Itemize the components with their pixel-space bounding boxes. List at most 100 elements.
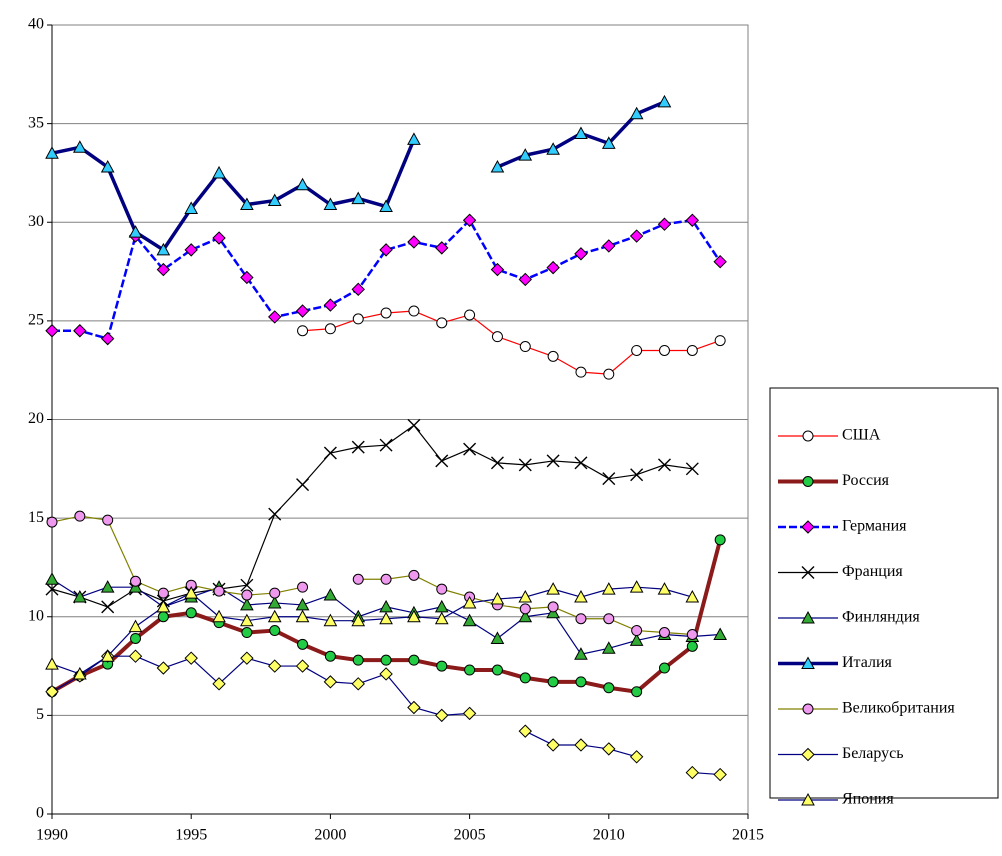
marker [45,572,59,585]
marker [657,94,672,108]
marker [380,573,392,585]
legend-item: США [778,427,881,444]
marker [296,478,310,492]
marker [100,331,115,346]
marker [462,613,477,627]
marker [603,682,615,694]
marker [156,242,171,256]
marker [380,654,392,666]
marker [464,309,476,321]
marker [157,611,169,623]
marker [574,456,588,470]
marker [240,578,254,592]
legend-marker [801,792,815,806]
marker [100,580,115,593]
marker [435,241,449,255]
marker [518,272,532,287]
legend-label: Беларусь [842,745,904,762]
marker [352,313,364,325]
marker [713,767,727,782]
marker [518,458,532,472]
marker [72,140,87,153]
marker [629,106,644,120]
marker [45,582,59,596]
marker [546,142,560,155]
marker [713,254,727,269]
marker [434,611,449,625]
marker [184,243,198,257]
y-tick-label: 20 [28,410,44,427]
marker [436,583,448,595]
marker [575,613,587,625]
marker [518,589,533,603]
marker [240,197,254,210]
marker [574,126,588,139]
x-tick-label: 2000 [314,827,346,844]
marker [324,323,336,335]
marker [269,625,281,637]
marker [407,132,421,145]
marker [212,677,226,691]
marker [547,350,559,362]
marker [629,580,644,593]
marker [436,317,448,329]
marker [240,651,254,665]
marker [379,243,393,257]
marker [547,601,559,613]
marker [128,225,143,238]
marker [685,765,700,780]
marker [72,666,87,680]
marker [630,468,644,482]
marker [185,607,197,619]
marker [100,649,115,662]
marker [241,627,253,639]
legend-marker [802,430,814,442]
marker [46,516,58,528]
marker [324,650,336,662]
marker [519,603,531,615]
marker [490,262,505,277]
marker [602,742,616,756]
marker [657,217,672,231]
marker [240,270,254,285]
marker [323,613,338,627]
marker [462,595,477,609]
x-tick-label: 2010 [593,827,625,844]
marker [546,582,560,595]
y-tick-label: 25 [28,312,44,329]
marker [546,738,560,752]
marker [157,587,169,599]
marker [74,510,86,522]
marker [491,664,503,676]
marker [156,599,171,613]
marker [407,235,421,249]
marker [518,724,532,738]
marker [130,575,142,587]
marker [295,659,310,673]
marker [657,582,672,595]
legend-label: Россия [842,472,890,489]
marker [407,700,421,715]
y-tick-label: 15 [28,509,44,526]
legend-label: Франция [842,563,903,580]
marker [268,659,282,673]
marker [575,366,587,378]
marker [575,676,587,688]
marker [297,325,309,337]
legend-box [769,387,999,799]
marker [714,534,726,546]
marker [73,324,87,338]
marker [603,368,615,380]
marker [631,625,643,637]
marker [213,585,225,597]
marker [490,456,504,470]
marker [547,676,559,688]
legend-item: Италия [778,654,893,671]
marker [323,588,338,601]
series-line [51,424,693,608]
marker [323,197,338,210]
legend-marker [801,520,815,534]
marker [379,199,393,212]
y-tick-label: 40 [28,16,44,33]
marker [268,310,282,324]
